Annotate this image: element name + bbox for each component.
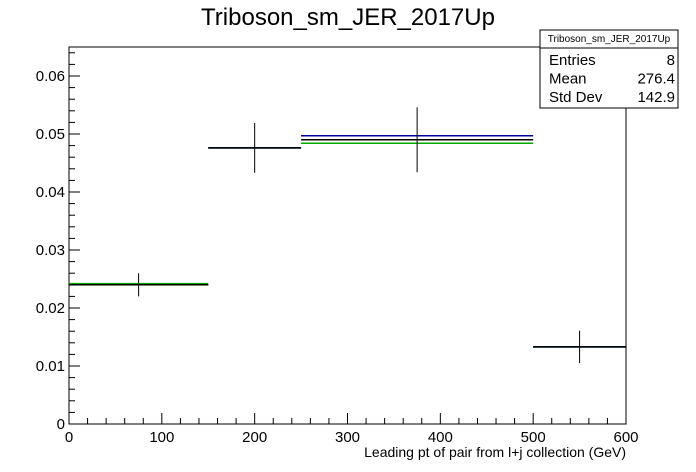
y-tick-label: 0.01 [36,358,65,375]
x-tick-label: 600 [613,429,638,446]
y-axis: 0 0.01 0.02 0.03 0.04 0.05 0.06 [36,52,80,433]
y-tick-label: 0 [57,416,65,433]
series-layer [69,107,626,364]
y-tick-label: 0.04 [36,184,65,201]
x-tick-label: 200 [242,429,267,446]
stats-label: Mean [549,71,587,88]
x-tick-label: 100 [149,429,174,446]
stats-label: Entries [549,52,596,69]
x-tick-label: 0 [65,429,73,446]
chart-title: Triboson_sm_JER_2017Up [201,4,495,31]
y-tick-label: 0.02 [36,300,65,317]
x-axis-title: Leading pt of pair from l+j collection (… [364,444,626,460]
x-tick-label: 400 [428,429,453,446]
x-tick-label: 300 [335,429,360,446]
stats-rows: Entries 8 Mean 276.4 Std Dev 142.9 [549,52,675,106]
stats-value: 8 [667,52,675,69]
y-tick-label: 0.06 [36,68,65,85]
stats-box: Triboson_sm_JER_2017Up Entries 8 Mean 276.4… [539,29,679,109]
stats-label: Std Dev [549,89,603,106]
y-tick-label: 0.03 [36,242,65,259]
y-tick-label: 0.05 [36,126,65,143]
stats-box-frame [539,29,679,109]
x-tick-label: 500 [521,429,546,446]
stats-value: 276.4 [637,71,675,88]
stats-box-title: Triboson_sm_JER_2017Up [548,34,671,45]
stats-value: 142.9 [637,89,675,106]
x-axis: 0 100 200 300 400 500 600 [65,413,639,446]
